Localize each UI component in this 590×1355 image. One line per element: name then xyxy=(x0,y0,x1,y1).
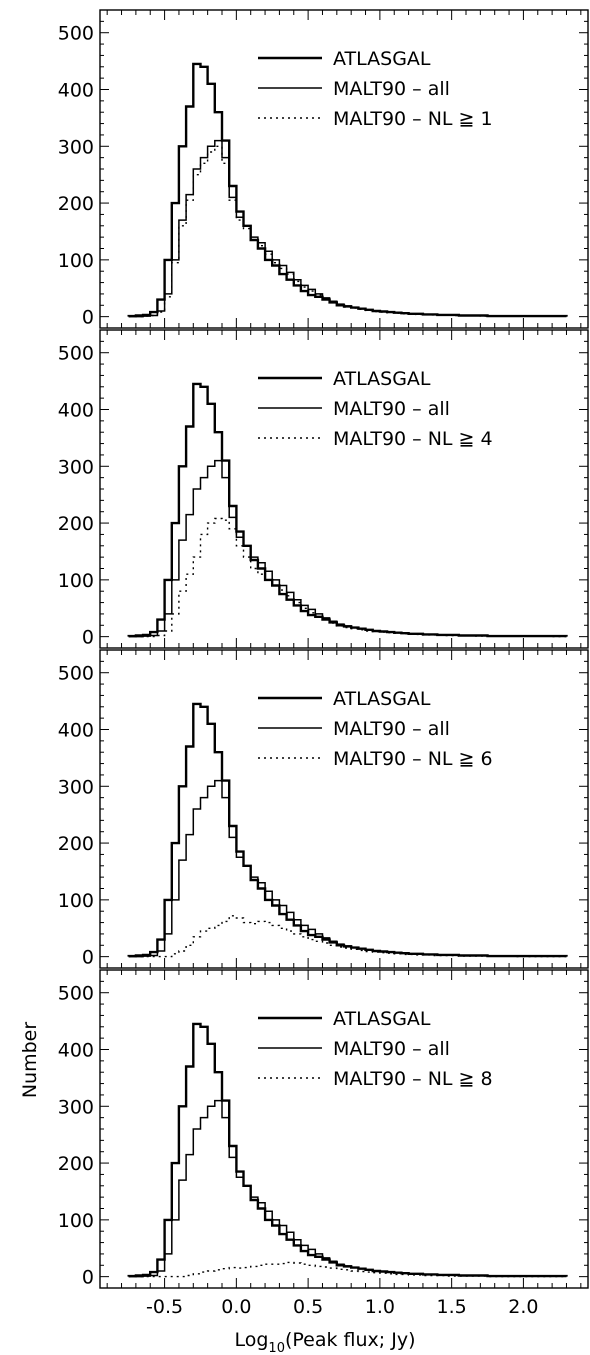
y-tick-label: 200 xyxy=(58,513,94,535)
legend-label: MALT90 – NL ≧ 8 xyxy=(333,1068,493,1090)
x-axis-label-rest: (Peak flux; Jy) xyxy=(285,1329,416,1351)
x-tick-label: 0.0 xyxy=(221,1296,251,1318)
y-tick-label: 400 xyxy=(58,80,94,102)
x-axis-label: Log10(Peak flux; Jy) xyxy=(234,1329,415,1355)
panel-2: 0 100 200 300 400 500 ATLASGAL MALT90 – all MALT… xyxy=(58,329,589,649)
y-tick-label: 300 xyxy=(58,776,94,798)
y-tick-label: 100 xyxy=(58,890,94,912)
legend-label: MALT90 – all xyxy=(333,398,450,420)
y-tick-label: 200 xyxy=(58,833,94,855)
y-tick-label: 300 xyxy=(58,1096,94,1118)
series-atlasgal xyxy=(127,1022,568,1278)
panel-1: 0 100 200 300 400 500 ATLASGAL MALT90 – all MALT… xyxy=(58,9,589,329)
y-tick-label: 100 xyxy=(58,570,94,592)
y-tick-label: 500 xyxy=(58,343,94,365)
series-malt90-all xyxy=(128,1099,568,1278)
y-axis-label: Number xyxy=(19,1022,41,1099)
legend-label: ATLASGAL xyxy=(333,688,431,710)
series-atlasgal xyxy=(127,382,568,638)
y-tick-label: 0 xyxy=(82,947,94,969)
series-malt90-nl-1 xyxy=(128,145,568,318)
legend-label: MALT90 – NL ≧ 6 xyxy=(333,748,493,770)
y-tick-label: 100 xyxy=(58,1210,94,1232)
y-tick-label: 100 xyxy=(58,250,94,272)
y-tick-label: 0 xyxy=(82,1267,94,1289)
series-malt90-all xyxy=(128,779,568,958)
y-tick-label: 300 xyxy=(58,456,94,478)
y-tick-label: 400 xyxy=(58,400,94,422)
series-atlasgal xyxy=(127,62,568,318)
series-atlasgal xyxy=(127,702,568,958)
legend-label: ATLASGAL xyxy=(333,48,431,70)
panel-3: 0 100 200 300 400 500 ATLASGAL MALT90 – all MALT… xyxy=(58,649,589,969)
y-tick-label: 400 xyxy=(58,720,94,742)
y-tick-label: 500 xyxy=(58,983,94,1005)
x-tick-label: 1.0 xyxy=(365,1296,395,1318)
legend-label: ATLASGAL xyxy=(333,368,431,390)
y-tick-label: 0 xyxy=(82,627,94,649)
legend-label: MALT90 – all xyxy=(333,78,450,100)
panels: 0 100 200 300 400 500 ATLASGAL MALT90 – all MALT… xyxy=(58,9,589,1318)
y-tick-label: 200 xyxy=(58,193,94,215)
x-tick-label: 0.5 xyxy=(293,1296,323,1318)
series-malt90-nl-8 xyxy=(128,1261,567,1278)
panel-4: 0 100 200 300 400 500 -0.5 0.0 0.5 1.0 1.5 2.0 ATLAS… xyxy=(58,969,589,1318)
x-axis-label-subscript: 10 xyxy=(268,1341,285,1355)
series-malt90-nl-4 xyxy=(128,517,567,638)
y-tick-label: 200 xyxy=(58,1153,94,1175)
legend-label: MALT90 – all xyxy=(333,1038,450,1060)
legend-label: ATLASGAL xyxy=(333,1008,431,1030)
y-tick-label: 500 xyxy=(58,663,94,685)
y-tick-label: 400 xyxy=(58,1040,94,1062)
x-tick-label: 2.0 xyxy=(508,1296,538,1318)
series-malt90-all xyxy=(128,139,568,318)
y-tick-label: 500 xyxy=(58,23,94,45)
legend-label: MALT90 – NL ≧ 4 xyxy=(333,428,493,450)
x-tick-label: 1.5 xyxy=(437,1296,467,1318)
series-malt90-all xyxy=(128,459,568,638)
x-tick-label: -0.5 xyxy=(146,1296,183,1318)
y-tick-label: 0 xyxy=(82,307,94,329)
y-tick-label: 300 xyxy=(58,136,94,158)
legend-label: MALT90 – NL ≧ 1 xyxy=(333,108,493,130)
x-axis-label-main: Log xyxy=(234,1329,268,1351)
legend-label: MALT90 – all xyxy=(333,718,450,740)
series-malt90-nl-6 xyxy=(128,915,567,958)
